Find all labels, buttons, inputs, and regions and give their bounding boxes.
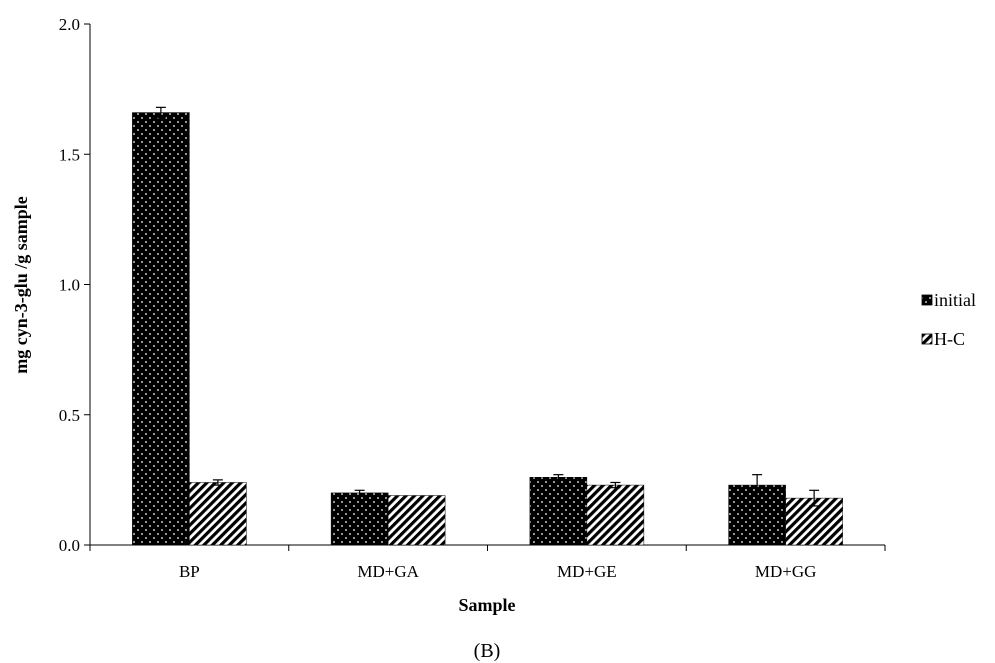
bar-h-c-bp-error-bar (212, 479, 223, 486)
y-tick-label: 0.0 (59, 536, 80, 555)
x-tick-label: MD+GG (755, 562, 817, 581)
legend: initial H-C (921, 290, 976, 349)
x-tick-label: BP (179, 562, 200, 581)
plot-area: 0.0 0.5 1.0 1.5 2.0 BP MD+GA MD+GE MD+GG (59, 15, 886, 581)
x-tick-label: MD+GA (357, 562, 419, 581)
y-tick-label: 0.5 (59, 406, 80, 425)
legend-label-initial: initial (934, 290, 976, 310)
x-axis-title: Sample (458, 595, 515, 615)
bar-initial-bp-error-bar (155, 106, 166, 119)
bar-h-c-md-ge-error-bar (610, 481, 621, 489)
y-tick-label: 1.0 (59, 276, 80, 295)
bar-h-c-md-gg-error-bar (809, 489, 820, 507)
bar-initial-md-ge-error-bar (553, 474, 564, 481)
legend-swatch-h-c (921, 333, 933, 345)
bar-initial-md-gg-error-bar (752, 474, 763, 497)
bar-initial-md-ga (330, 492, 389, 546)
y-axis-title: mg cyn-3-glu /g sample (11, 196, 31, 374)
bar-initial-md-ge (529, 477, 588, 546)
y-tick-label: 2.0 (59, 15, 80, 34)
x-tick-label: MD+GE (557, 562, 617, 581)
y-tick-label: 1.5 (59, 145, 80, 164)
legend-swatch-initial (921, 294, 933, 306)
bar-initial-bp (132, 112, 190, 546)
bar-h-c-md-ge (586, 484, 645, 546)
legend-label-h-c: H-C (934, 329, 965, 349)
figure-caption: (B) (474, 640, 501, 662)
bar-h-c-md-ga (387, 495, 446, 546)
bar-initial-md-ga-error-bar (354, 489, 365, 497)
bar-h-c-bp (189, 482, 247, 546)
